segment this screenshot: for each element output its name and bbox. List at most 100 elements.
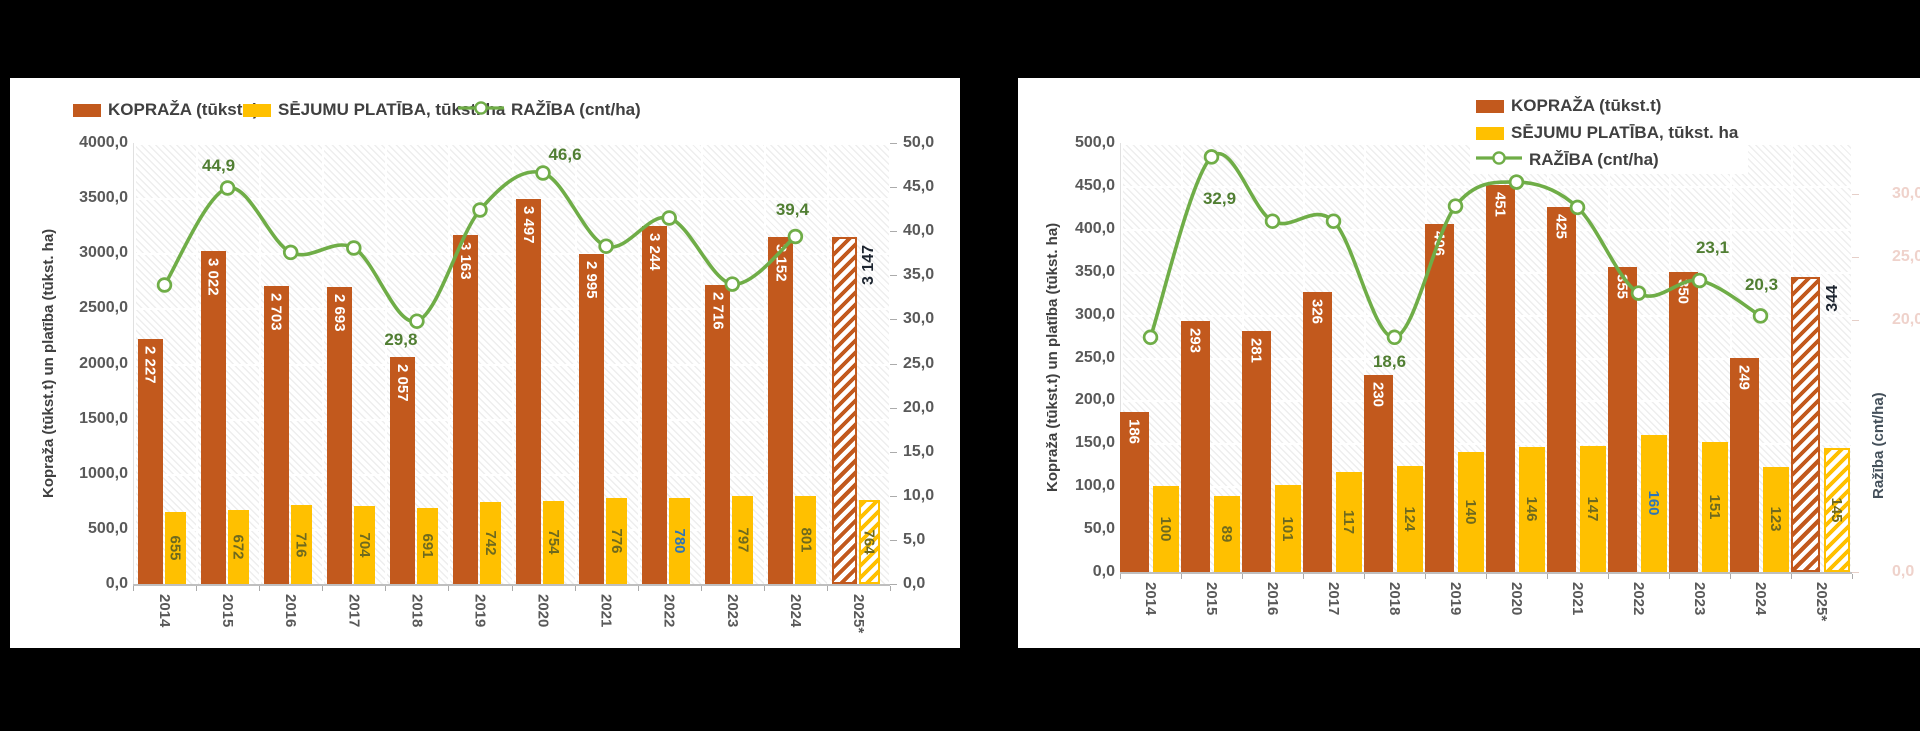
gridline-vertical	[511, 144, 514, 585]
x-axis-label-2020: 2020	[1508, 582, 1525, 616]
yield-marker-2024	[787, 228, 804, 245]
x-axis-label-2018: 2018	[408, 594, 426, 628]
x-axis-label-2019: 2019	[471, 594, 489, 628]
x-axis-tick	[322, 586, 324, 591]
bar-label-sejumu-2016: 716	[292, 531, 310, 558]
gridline-vertical	[196, 144, 199, 585]
secondary-axis-tick-label: 45,0	[903, 178, 935, 196]
x-axis-tick	[1852, 574, 1853, 579]
x-axis-tick	[259, 586, 261, 591]
x-axis-tick	[1669, 574, 1670, 579]
x-axis-tick	[196, 586, 198, 591]
bar-label-kopraza-2017: 2 693	[330, 294, 348, 332]
yield-marker-2023	[724, 276, 741, 292]
gridline-vertical	[385, 144, 388, 585]
bar-label-sejumu-2024: 801	[797, 527, 815, 553]
yield-line-path	[1148, 152, 1763, 340]
bar-kopraza-2020	[1485, 185, 1515, 572]
x-axis-label-2018: 2018	[1386, 582, 1403, 616]
yield-label-2023: 23,1	[1695, 237, 1730, 257]
secondary-axis-tick	[890, 187, 897, 189]
x-axis-tick	[1364, 574, 1365, 579]
secondary-axis-tick-label: 5,0	[903, 530, 926, 548]
secondary-axis-tick	[1852, 193, 1859, 195]
gridline-vertical	[322, 144, 325, 585]
yield-line-path	[162, 170, 798, 324]
x-axis-tick	[763, 586, 765, 591]
x-axis-label-2019: 2019	[1447, 582, 1464, 616]
bar-label-kopraza-2021: 2 995	[583, 260, 601, 299]
x-axis-tick	[1730, 574, 1731, 579]
bar-kopraza-2022	[642, 226, 668, 584]
gridline-vertical	[1121, 144, 1123, 573]
secondary-axis-tick-label: 30,0	[1892, 184, 1920, 202]
bar-label-kopraza-2018: 230	[1369, 381, 1387, 407]
bar-sejumu-2018	[1396, 465, 1423, 572]
bar-label-sejumu-2023: 797	[734, 527, 752, 553]
yield-marker-2017	[1325, 213, 1342, 229]
gridline-vertical	[1851, 144, 1853, 573]
bar-label-kopraza-2016: 2 703	[267, 293, 285, 331]
yield-label-2018: 29,8	[384, 330, 418, 350]
secondary-axis-tick-label: 0,0	[1892, 563, 1915, 580]
yield-marker-2021	[1569, 199, 1586, 216]
gridline-vertical	[637, 144, 640, 585]
bar-label-kopraza-2016: 281	[1247, 337, 1265, 363]
y-axis-tick-label: 0,0	[105, 575, 128, 592]
legend-label: KOPRAŽA (tūkst.t)	[108, 100, 259, 119]
legend-label: RAŽĪBA (cnt/ha)	[1529, 150, 1659, 169]
yield-label-2015: 44,9	[202, 156, 236, 175]
x-axis-tick	[1303, 574, 1304, 579]
bar-kopraza-2018	[389, 357, 415, 584]
bar-sejumu-2021	[606, 498, 628, 584]
x-axis-label-2023: 2023	[723, 594, 741, 628]
x-axis-tick	[1791, 574, 1792, 579]
yield-marker-2022	[1630, 285, 1647, 301]
legend-label: SĒJUMU PLATĪBA, tūkst. ha	[278, 100, 506, 119]
x-axis-label-2024: 2024	[786, 594, 804, 628]
x-axis-tick	[133, 586, 134, 591]
yield-marker-2017	[346, 240, 362, 256]
y-axis-tick-label: 500,0	[87, 519, 128, 537]
bar-kopraza-2016	[263, 286, 289, 584]
bar-label-kopraza-2019: 3 163	[457, 242, 474, 280]
bar-sejumu-2015	[227, 509, 249, 584]
secondary-axis-tick-label: 0,0	[903, 575, 926, 592]
y-axis-tick-label: 1500,0	[79, 409, 128, 427]
bar-sejumu-2019	[1457, 451, 1484, 572]
x-axis-label-2014: 2014	[1142, 582, 1159, 616]
secondary-axis-tick-label: 25,0	[903, 354, 935, 372]
y-axis-tick-label: 4000,0	[79, 134, 128, 151]
bar-label-kopraza-2021: 425	[1552, 214, 1570, 240]
bar-label-kopraza-2024: 249	[1735, 365, 1753, 391]
secondary-axis-tick-label: 10,0	[903, 486, 935, 504]
x-axis-tick	[1486, 574, 1487, 579]
y-axis-tick-label: 350,0	[1074, 262, 1115, 280]
yield-marker-2020	[1508, 174, 1525, 190]
gridline-vertical	[700, 144, 703, 585]
bar-kopraza-2016	[1241, 330, 1271, 572]
y-axis-tick-label: 50,0	[1083, 520, 1115, 538]
bar-kopraza-2024	[768, 236, 794, 584]
x-axis-tick	[1242, 574, 1243, 579]
yield-line-svg	[1142, 149, 1769, 346]
secondary-axis-tick-label: 40,0	[903, 222, 935, 240]
x-axis-label-2017: 2017	[345, 594, 363, 628]
bar-kopraza-2022	[1607, 267, 1637, 572]
gridline-vertical	[134, 144, 136, 585]
x-axis-label-2023: 2023	[1691, 582, 1708, 616]
secondary-axis-tick-label: 50,0	[903, 134, 935, 151]
yield-marker-2015	[1203, 149, 1220, 165]
yield-marker-2020	[535, 165, 551, 181]
legend-label: RAŽĪBA (cnt/ha)	[511, 100, 641, 119]
legend-label: SĒJUMU PLATĪBA, tūkst. ha	[1511, 123, 1739, 142]
yield-marker-2019	[472, 202, 488, 218]
bar-sejumu-2022	[669, 498, 691, 584]
bar-label-sejumu-2025*: 764	[860, 529, 878, 555]
x-axis-tick	[826, 586, 828, 591]
yield-label-2018: 18,6	[1372, 352, 1407, 372]
x-axis-tick	[574, 586, 576, 591]
bar-label-kopraza-2024: 3 152	[772, 243, 790, 282]
bar-label-kopraza-2014: 2 227	[141, 345, 159, 384]
